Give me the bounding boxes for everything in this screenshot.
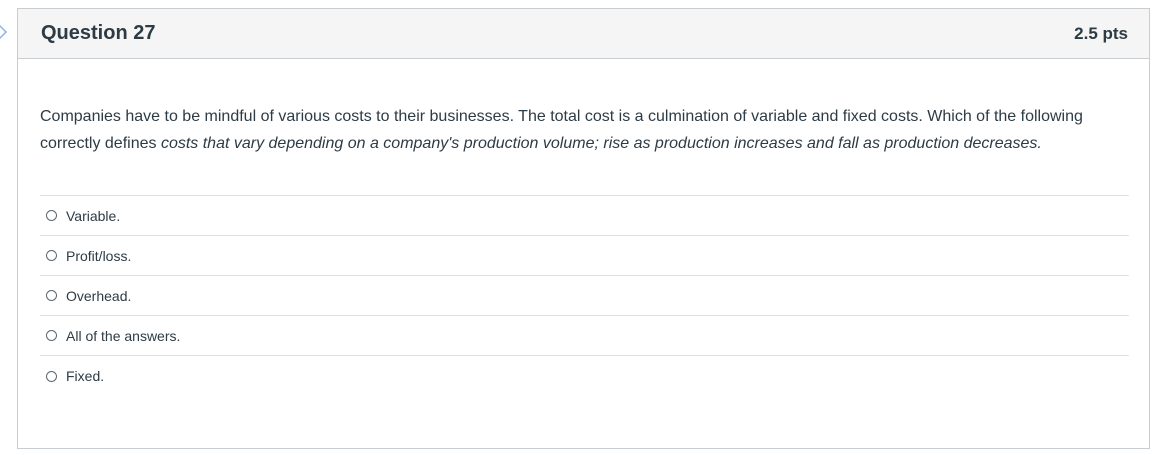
answer-label: Fixed. (66, 368, 105, 384)
answer-label: Variable. (66, 207, 121, 224)
question-card: Question 27 2.5 pts Companies have to be… (17, 8, 1150, 449)
answer-option-fixed[interactable]: Fixed. (40, 356, 1129, 396)
question-header: Question 27 2.5 pts (18, 9, 1149, 59)
answer-option-variable[interactable]: Variable. (40, 196, 1129, 236)
radio-unselected-icon[interactable] (46, 210, 57, 221)
radio-unselected-icon[interactable] (46, 250, 57, 261)
answer-option-all[interactable]: All of the answers. (40, 316, 1129, 356)
answer-label: Profit/loss. (66, 247, 132, 264)
answer-option-overhead[interactable]: Overhead. (40, 276, 1129, 316)
answer-option-profit-loss[interactable]: Profit/loss. (40, 236, 1129, 276)
question-text: Companies have to be mindful of various … (40, 103, 1110, 157)
answer-label: All of the answers. (66, 327, 181, 344)
radio-unselected-icon[interactable] (46, 330, 57, 341)
radio-unselected-icon[interactable] (46, 290, 57, 301)
question-text-italic: costs that vary depending on a company's… (160, 135, 1042, 152)
answer-label: Overhead. (66, 287, 132, 304)
question-points: 2.5 pts (1074, 23, 1128, 43)
question-body: Companies have to be mindful of various … (18, 103, 1149, 396)
question-text-plain: Companies have to be mindful of various … (40, 108, 1083, 152)
chevron-right-icon[interactable] (0, 22, 10, 42)
radio-unselected-icon[interactable] (46, 370, 57, 382)
question-title: Question 27 (41, 22, 156, 44)
answer-list: Variable. Profit/loss. Overhead. All of … (40, 195, 1129, 396)
